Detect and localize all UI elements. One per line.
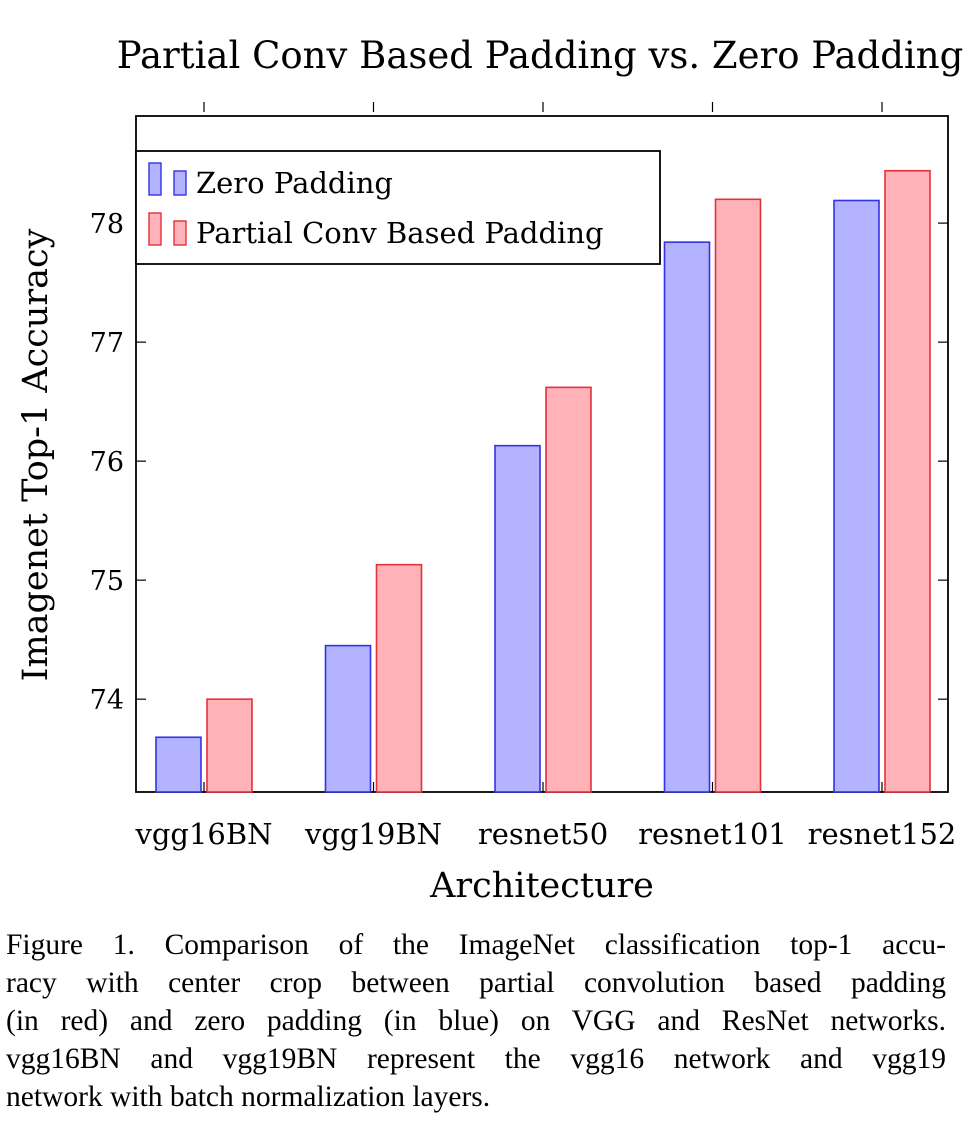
bar <box>545 386 592 793</box>
x-tick-label: vgg19BN <box>304 817 442 851</box>
y-tick-label: 75 <box>90 566 124 597</box>
axes <box>135 115 949 793</box>
bar <box>663 241 711 793</box>
bar <box>494 444 541 793</box>
x-tick-label: resnet50 <box>478 817 608 851</box>
caption-line: Figure 1. Comparison of the ImageNet cla… <box>6 929 946 961</box>
x-tick-label: resnet152 <box>808 817 957 851</box>
ticks: 74 75 76 77 78 vgg16BN vgg19BN resnet50 resnet10… <box>90 102 957 851</box>
bar <box>833 199 880 793</box>
plot-frame <box>135 115 949 793</box>
legend-swatch <box>173 220 187 246</box>
caption-line: (in red) and zero padding (in blue) on V… <box>6 1005 946 1037</box>
bar <box>324 644 372 793</box>
bar <box>884 169 931 793</box>
figure-caption: Figure 1. Comparison of the ImageNet cla… <box>6 926 946 1116</box>
x-tick-label: resnet101 <box>638 817 787 851</box>
y-tick-label: 77 <box>90 328 124 359</box>
y-axis-label: Imagenet Top-1 Accuracy <box>16 228 56 681</box>
caption-line: vgg16BN and vgg19BN represent the vgg16 … <box>6 1043 946 1075</box>
chart-title: Partial Conv Based Padding vs. Zero Padd… <box>117 34 964 77</box>
bar <box>375 563 423 793</box>
bar-chart: Partial Conv Based Padding vs. Zero Padd… <box>16 34 964 906</box>
bar <box>155 736 202 793</box>
legend: Zero Padding Partial Conv Based Padding <box>135 150 661 265</box>
caption-line: network with batch normalization layers. <box>6 1081 491 1113</box>
x-tick-label: vgg16BN <box>134 817 272 851</box>
y-tick-label: 74 <box>90 685 124 716</box>
bar <box>206 698 253 793</box>
bar <box>714 198 762 793</box>
caption-line: racy with center crop between partial co… <box>6 967 946 999</box>
y-tick-label: 76 <box>90 447 124 478</box>
legend-swatch <box>148 162 162 196</box>
y-tick-label: 78 <box>90 209 124 240</box>
x-axis-label: Architecture <box>429 866 654 906</box>
legend-label: Zero Padding <box>196 166 393 200</box>
bars <box>155 169 931 793</box>
legend-label: Partial Conv Based Padding <box>196 216 604 250</box>
legend-swatch <box>173 170 187 196</box>
legend-box <box>135 150 661 265</box>
legend-swatch <box>148 212 162 246</box>
